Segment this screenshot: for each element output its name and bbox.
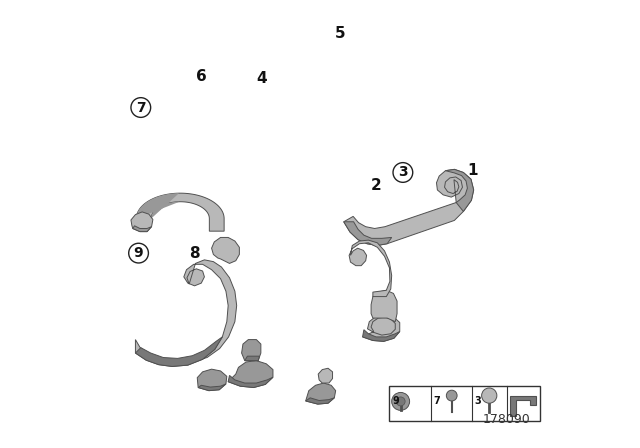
Text: 3: 3: [474, 396, 481, 406]
Polygon shape: [318, 368, 333, 383]
Polygon shape: [511, 396, 536, 416]
Text: 4: 4: [257, 71, 267, 86]
Text: 7: 7: [136, 100, 146, 115]
Polygon shape: [344, 169, 474, 246]
Polygon shape: [197, 369, 227, 391]
Polygon shape: [242, 340, 261, 361]
Polygon shape: [244, 356, 260, 361]
Polygon shape: [136, 193, 224, 231]
Polygon shape: [349, 240, 392, 297]
Circle shape: [482, 388, 497, 403]
Polygon shape: [371, 290, 397, 322]
Text: 6: 6: [196, 69, 207, 84]
Circle shape: [131, 98, 150, 117]
Polygon shape: [306, 383, 336, 404]
Text: 1: 1: [467, 163, 477, 178]
Text: 3: 3: [398, 165, 408, 180]
Polygon shape: [344, 222, 392, 246]
Text: 9: 9: [134, 246, 143, 260]
Text: 7: 7: [434, 396, 440, 406]
Polygon shape: [445, 169, 474, 211]
Polygon shape: [198, 384, 226, 391]
Circle shape: [392, 392, 410, 410]
Polygon shape: [306, 398, 334, 404]
Polygon shape: [228, 361, 273, 388]
Text: 5: 5: [335, 26, 346, 41]
Polygon shape: [136, 260, 237, 366]
Polygon shape: [136, 337, 222, 366]
Text: 9: 9: [392, 396, 399, 406]
Polygon shape: [212, 237, 239, 263]
Circle shape: [129, 243, 148, 263]
Polygon shape: [131, 212, 153, 232]
Bar: [389, 386, 540, 421]
Polygon shape: [362, 330, 400, 341]
Polygon shape: [228, 375, 273, 388]
Text: 178090: 178090: [483, 414, 531, 426]
Polygon shape: [132, 226, 152, 232]
Circle shape: [446, 390, 457, 401]
Polygon shape: [136, 193, 179, 219]
Text: 2: 2: [371, 178, 381, 194]
Circle shape: [396, 397, 405, 406]
Circle shape: [393, 163, 413, 182]
Polygon shape: [362, 314, 400, 341]
Text: 8: 8: [189, 246, 200, 261]
